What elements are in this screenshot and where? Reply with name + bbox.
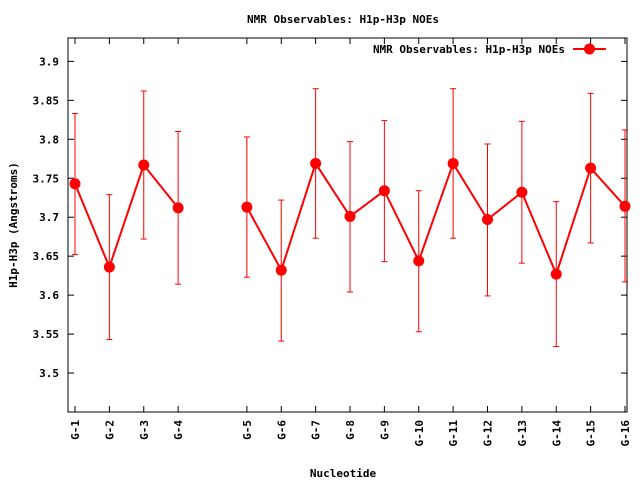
x-tick-label: G-6 xyxy=(275,420,288,440)
x-tick-label: G-7 xyxy=(310,420,323,440)
x-tick-label: G-11 xyxy=(447,420,460,447)
series-line xyxy=(245,161,626,277)
data-point xyxy=(241,201,253,213)
data-point xyxy=(585,162,597,174)
data-point xyxy=(378,185,390,197)
x-tick-label: G-10 xyxy=(413,420,426,447)
data-point xyxy=(447,157,459,169)
series-line-group xyxy=(74,161,626,277)
x-tick-label: G-1 xyxy=(69,420,82,440)
x-tick-label: G-5 xyxy=(241,420,254,440)
y-axis-label: H1p-H3p (Angstroms) xyxy=(7,162,20,288)
x-tick-label: G-8 xyxy=(344,420,357,440)
x-tick-label: G-15 xyxy=(585,420,598,447)
y-tick-label: 3.7 xyxy=(39,211,59,224)
legend-marker xyxy=(584,43,595,55)
data-point xyxy=(482,214,493,226)
x-tick-label: G-4 xyxy=(172,420,185,440)
data-point xyxy=(103,261,115,273)
data-point xyxy=(275,264,287,276)
chart-title: NMR Observables: H1p-H3p NOEs xyxy=(247,13,439,26)
legend: NMR Observables: H1p-H3p NOEs xyxy=(373,43,606,56)
x-tick-label: G-3 xyxy=(138,420,151,440)
y-tick-label: 3.6 xyxy=(39,289,59,302)
x-axis: G-1 G-2 G-3 G-4 G-5 G-6 G-7 G-8 G-9 G-10 G-11 G-12 G… xyxy=(69,38,632,447)
data-point xyxy=(619,200,631,212)
x-tick-label: G-13 xyxy=(516,420,529,447)
y-tick-label: 3.55 xyxy=(33,328,60,341)
y-tick-label: 3.5 xyxy=(39,367,59,380)
x-tick-label: G-14 xyxy=(550,420,563,447)
data-point xyxy=(172,202,184,214)
data-point xyxy=(138,159,150,171)
x-tick-label: G-16 xyxy=(619,420,632,447)
data-point xyxy=(310,157,322,169)
data-point xyxy=(516,186,528,198)
data-point xyxy=(550,268,562,280)
y-tick-label: 3.75 xyxy=(33,172,60,185)
data-markers xyxy=(69,157,631,280)
y-tick-label: 3.85 xyxy=(33,94,60,107)
series-line xyxy=(74,162,179,270)
plot-frame xyxy=(67,37,628,413)
x-axis-label: Nucleotide xyxy=(310,467,377,480)
y-axis: 3.5 3.55 3.6 3.65 3.7 3.75 3.8 3.85 3.9 xyxy=(33,55,627,380)
y-tick-label: 3.65 xyxy=(33,250,60,263)
y-tick-label: 3.8 xyxy=(39,133,59,146)
x-tick-label: G-12 xyxy=(482,420,495,447)
x-tick-label: G-2 xyxy=(103,420,116,440)
x-tick-label: G-9 xyxy=(378,420,391,440)
data-point xyxy=(413,255,425,267)
data-point xyxy=(344,210,356,222)
data-point xyxy=(69,178,81,190)
y-tick-label: 3.9 xyxy=(39,55,59,68)
legend-label: NMR Observables: H1p-H3p NOEs xyxy=(373,43,565,56)
